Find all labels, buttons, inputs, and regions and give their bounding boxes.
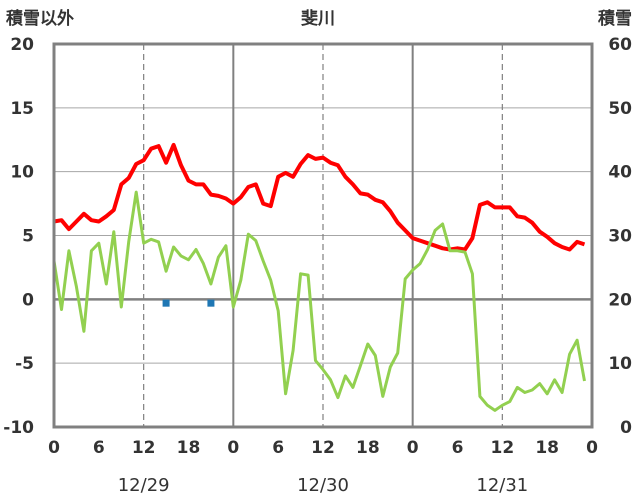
plot-frame — [52, 42, 594, 429]
x-date-label: 12/29 — [118, 475, 170, 496]
y-right-tick-label: 40 — [608, 163, 632, 183]
y-right-tick-label: 60 — [608, 35, 632, 55]
y-right-tick-label: 0 — [620, 418, 632, 438]
right-axis-label: 積雪 — [598, 8, 632, 29]
y-left-tick-label: -10 — [3, 418, 34, 438]
y-left-tick-label: 0 — [22, 290, 34, 310]
x-tick-label: 18 — [177, 438, 201, 458]
y-left-tick-label: -5 — [15, 354, 34, 374]
x-date-label: 12/30 — [297, 475, 349, 496]
chart-title: 斐川 — [301, 9, 335, 29]
x-tick-label: 12 — [490, 438, 514, 458]
series-0-line — [53, 142, 586, 252]
x-tick-label: 6 — [93, 438, 105, 458]
x-tick-label: 0 — [407, 438, 419, 458]
series-2-marker — [162, 299, 170, 307]
x-tick-label: 6 — [272, 438, 284, 458]
x-tick-label: 12 — [132, 438, 156, 458]
x-tick-label: 0 — [48, 438, 60, 458]
y-left-tick-label: 15 — [10, 99, 34, 119]
x-date-label: 12/31 — [476, 475, 528, 496]
x-tick-label: 18 — [356, 438, 380, 458]
series-1-line — [52, 190, 586, 412]
y-right-tick-label: 30 — [608, 227, 632, 247]
x-tick-label: 12 — [311, 438, 335, 458]
x-tick-label: 6 — [452, 438, 464, 458]
series-2-marker — [207, 299, 215, 307]
x-tick-label: 0 — [586, 438, 598, 458]
x-tick-label: 0 — [227, 438, 239, 458]
left-axis-label: 積雪以外 — [6, 8, 74, 29]
y-right-tick-label: 10 — [608, 354, 632, 374]
y-right-tick-label: 20 — [608, 290, 632, 310]
y-left-tick-label: 5 — [22, 227, 34, 247]
y-left-tick-label: 10 — [10, 163, 34, 183]
x-tick-label: 18 — [535, 438, 559, 458]
y-right-tick-label: 50 — [608, 99, 632, 119]
y-left-tick-label: 20 — [10, 35, 34, 55]
